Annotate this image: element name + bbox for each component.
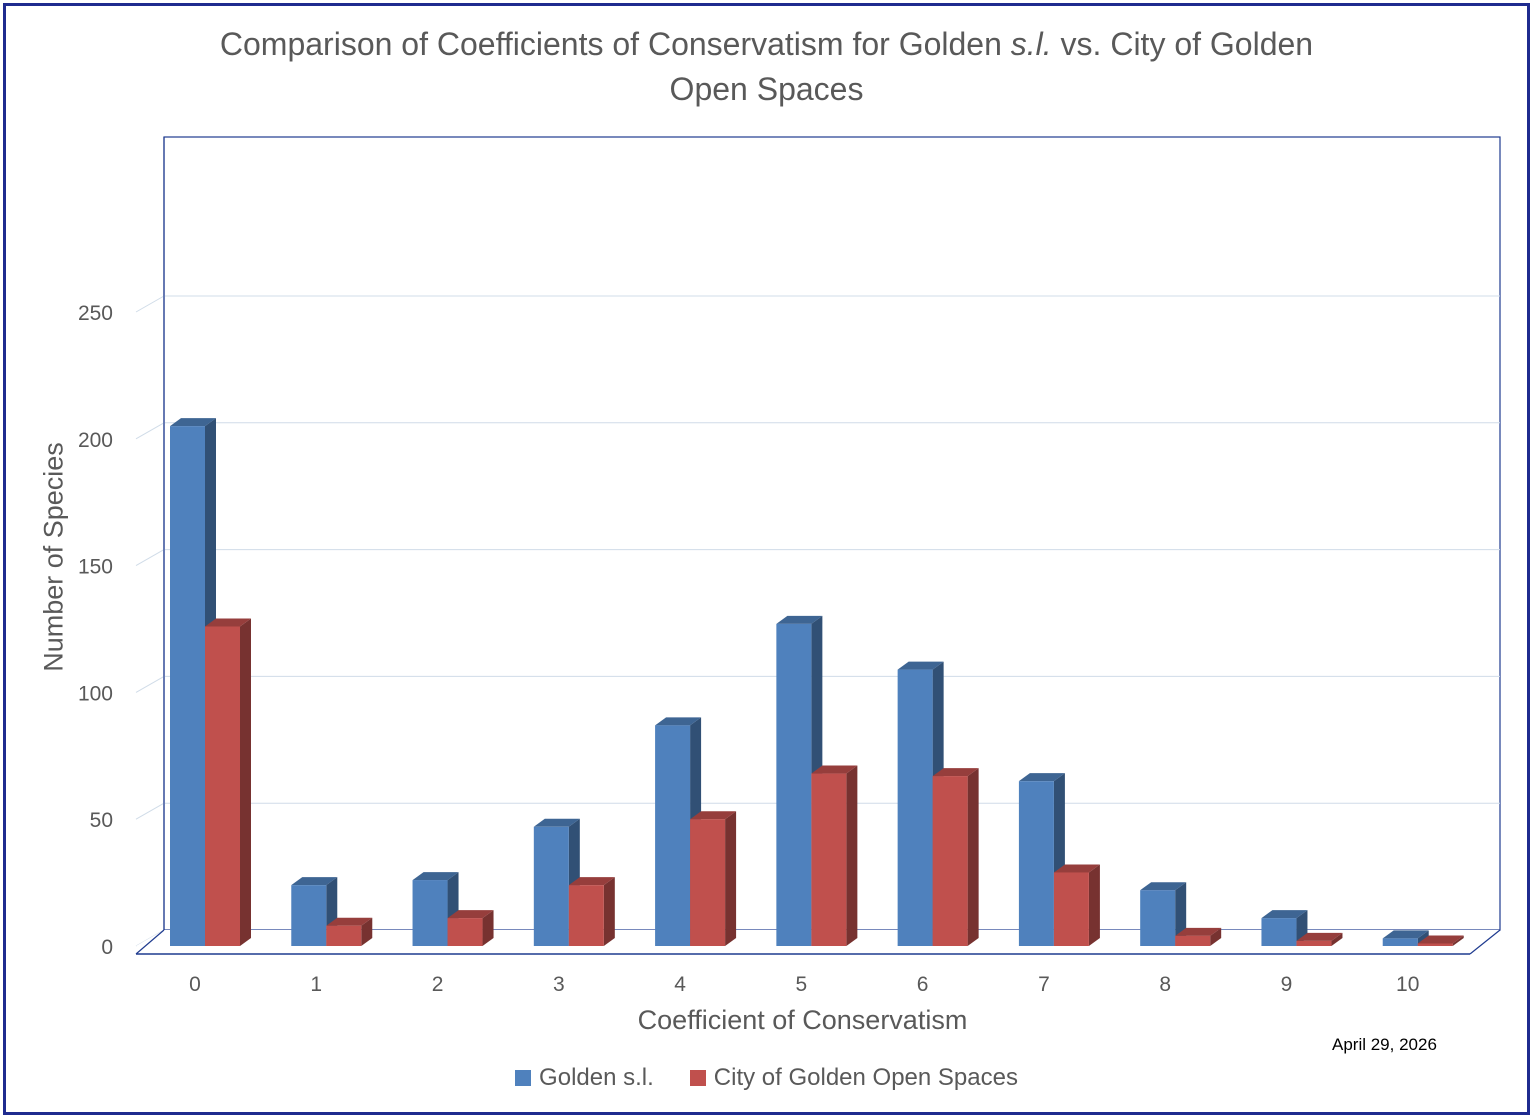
bar-open-spaces-9 xyxy=(1296,940,1332,946)
bar-top-open-spaces-7 xyxy=(1053,864,1100,873)
bar-golden-8 xyxy=(1140,890,1176,946)
floor-left-edge xyxy=(135,929,165,955)
bar-top-golden-10 xyxy=(1382,930,1429,939)
bar-open-spaces-1 xyxy=(326,925,362,946)
bar-golden-9 xyxy=(1261,918,1297,946)
x-tick-label: 3 xyxy=(553,973,565,996)
gridline-depth xyxy=(135,675,165,693)
legend: Golden s.l. City of Golden Open Spaces xyxy=(0,1064,1533,1092)
x-tick-label: 7 xyxy=(1038,973,1050,996)
bar-top-open-spaces-6 xyxy=(932,768,979,777)
bar-side-open-spaces-3 xyxy=(603,877,615,946)
title-italic-part: s.l. xyxy=(1010,26,1052,62)
title-part-2: vs. City of Golden xyxy=(1060,26,1314,62)
bar-side-open-spaces-7 xyxy=(1088,864,1100,946)
bar-side-open-spaces-2 xyxy=(482,910,494,946)
bar-top-golden-7 xyxy=(1018,773,1065,782)
chart-title-line-1: Comparison of Coefficients of Conservati… xyxy=(0,22,1533,67)
bar-golden-3 xyxy=(533,826,569,946)
y-axis-label: Number of Species xyxy=(38,442,69,672)
bar-top-open-spaces-4 xyxy=(690,811,737,820)
floor-right-edge xyxy=(1469,929,1501,955)
gridline-depth xyxy=(135,549,165,567)
bar-golden-2 xyxy=(412,880,448,946)
bar-side-open-spaces-9 xyxy=(1331,932,1343,946)
bar-open-spaces-7 xyxy=(1053,872,1089,946)
x-tick-label: 8 xyxy=(1159,973,1171,996)
bar-side-open-spaces-10 xyxy=(1452,935,1464,946)
bar-open-spaces-3 xyxy=(568,885,604,946)
bar-top-open-spaces-3 xyxy=(568,877,615,886)
bar-open-spaces-8 xyxy=(1175,935,1211,946)
bar-golden-4 xyxy=(655,725,691,946)
bar-golden-6 xyxy=(897,669,933,946)
bar-side-open-spaces-8 xyxy=(1210,927,1222,946)
x-tick-label: 4 xyxy=(674,973,686,996)
bar-top-open-spaces-5 xyxy=(811,765,858,774)
bar-golden-7 xyxy=(1018,781,1054,946)
bar-top-open-spaces-0 xyxy=(205,618,251,627)
x-axis-label: Coefficient of Conservatism xyxy=(637,1005,968,1035)
y-tick-label: 150 xyxy=(78,556,113,579)
bar-top-golden-2 xyxy=(412,872,459,881)
bar-top-golden-0 xyxy=(170,418,216,427)
chart-title-line-2: Open Spaces xyxy=(669,71,864,107)
y-tick-label: 100 xyxy=(78,682,113,705)
bar-top-golden-6 xyxy=(897,661,944,670)
bar-top-golden-9 xyxy=(1261,910,1308,919)
bar-open-spaces-4 xyxy=(690,819,726,946)
y-tick-label: 0 xyxy=(101,936,113,959)
x-tick-label: 0 xyxy=(189,973,201,996)
bar-open-spaces-0 xyxy=(205,626,240,946)
y-tick-label: 250 xyxy=(78,302,113,325)
bar-side-open-spaces-5 xyxy=(846,765,858,946)
x-tick-label: 2 xyxy=(432,973,444,996)
legend-swatch-open-spaces xyxy=(689,1070,706,1086)
bar-top-golden-5 xyxy=(776,615,823,624)
bar-open-spaces-5 xyxy=(811,773,847,946)
bar-side-open-spaces-1 xyxy=(361,917,373,946)
bar-top-golden-8 xyxy=(1140,882,1187,891)
y-tick-label: 50 xyxy=(90,809,113,832)
bar-golden-5 xyxy=(776,623,812,946)
x-tick-label: 9 xyxy=(1281,973,1293,996)
legend-label-open-spaces: City of Golden Open Spaces xyxy=(713,1064,1018,1091)
bar-side-open-spaces-6 xyxy=(967,768,979,946)
x-tick-label: 10 xyxy=(1396,973,1419,996)
bar-top-open-spaces-10 xyxy=(1417,935,1464,944)
legend-item-golden: Golden s.l. xyxy=(515,1064,654,1092)
x-tick-label: 5 xyxy=(796,973,808,996)
bar-top-golden-1 xyxy=(291,877,338,886)
bar-side-open-spaces-0 xyxy=(240,618,251,946)
bar-side-open-spaces-4 xyxy=(725,811,737,946)
chart-title: Comparison of Coefficients of Conservati… xyxy=(0,22,1533,112)
bar-top-open-spaces-1 xyxy=(326,917,373,926)
bar-top-open-spaces-2 xyxy=(447,910,494,919)
bar-top-golden-4 xyxy=(655,717,702,726)
bar-open-spaces-6 xyxy=(932,776,968,946)
gridline-depth xyxy=(135,802,165,820)
legend-label-golden: Golden s.l. xyxy=(539,1064,654,1091)
legend-item-open-spaces: City of Golden Open Spaces xyxy=(689,1064,1018,1092)
x-tick-label: 6 xyxy=(917,973,929,996)
y-tick-label: 200 xyxy=(78,429,113,452)
bar-top-open-spaces-9 xyxy=(1296,932,1343,941)
date-annotation: April 29, 2026 xyxy=(1332,1035,1437,1054)
bar-golden-10 xyxy=(1382,938,1418,946)
bar-golden-0 xyxy=(170,426,205,946)
gridline-depth xyxy=(135,295,165,313)
bar-top-open-spaces-8 xyxy=(1175,927,1222,936)
title-part-1: Comparison of Coefficients of Conservati… xyxy=(219,26,1002,62)
bar-open-spaces-10 xyxy=(1417,943,1453,946)
bar-top-golden-3 xyxy=(533,818,580,827)
bar-golden-1 xyxy=(291,885,327,946)
legend-swatch-golden xyxy=(515,1070,532,1086)
bar-open-spaces-2 xyxy=(447,918,483,946)
gridline-depth xyxy=(135,422,165,440)
x-tick-label: 1 xyxy=(310,973,322,996)
